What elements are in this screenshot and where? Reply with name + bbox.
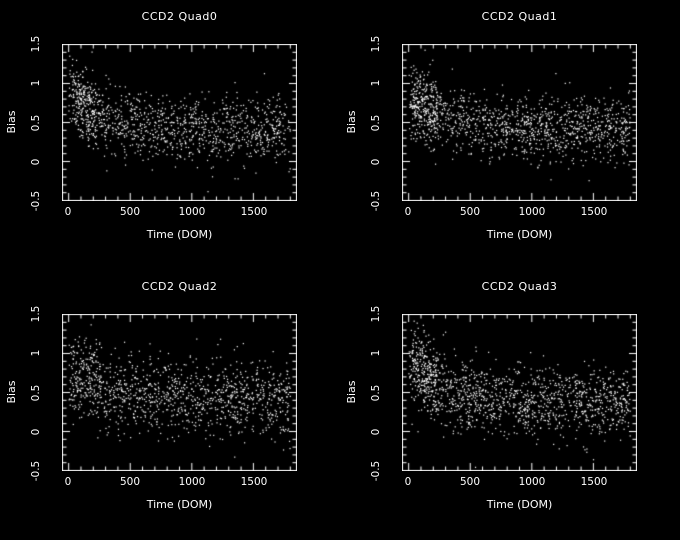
- y-tick-label: 1.5: [370, 305, 382, 323]
- plot-title: CCD2 Quad1: [481, 10, 558, 23]
- y-tick-label: 0.5: [30, 384, 42, 402]
- y-tick-label: -0.5: [30, 190, 42, 212]
- y-tick-label: 0.5: [30, 114, 42, 132]
- y-tick-label: 1: [30, 349, 42, 357]
- y-axis-label: Bias: [5, 110, 18, 134]
- panel-ccd2-quad2: CCD2 Quad2 Bias 1.5 1 0.5 0 -0.5 0 500 1…: [0, 270, 340, 540]
- y-axis-label: Bias: [345, 110, 358, 134]
- plot-title: CCD2 Quad0: [141, 10, 218, 23]
- panel-ccd2-quad3: CCD2 Quad3 Bias 1.5 1 0.5 0 -0.5 0 500 1…: [340, 270, 680, 540]
- y-tick-label: 1.5: [30, 35, 42, 53]
- y-tick-label: 1.5: [370, 35, 382, 53]
- x-tick-label: 500: [459, 476, 481, 488]
- y-tick-label: -0.5: [370, 190, 382, 212]
- plot-title: CCD2 Quad2: [141, 280, 218, 293]
- y-tick-label: 0.5: [370, 114, 382, 132]
- y-tick-label: 0: [30, 158, 42, 166]
- x-tick-label: 0: [404, 206, 412, 218]
- x-tick-label: 1000: [518, 476, 546, 488]
- scatter-plot-quad2: [62, 314, 297, 471]
- y-tick-label: 1.5: [30, 305, 42, 323]
- x-tick-label: 1500: [240, 476, 268, 488]
- x-tick-label: 0: [64, 476, 72, 488]
- x-tick-label: 0: [404, 476, 412, 488]
- plot-title: CCD2 Quad3: [481, 280, 558, 293]
- y-tick-label: 1: [30, 79, 42, 87]
- y-axis-label: Bias: [345, 380, 358, 404]
- x-tick-label: 1000: [178, 206, 206, 218]
- x-tick-label: 500: [459, 206, 481, 218]
- x-axis-label: Time (DOM): [146, 498, 213, 511]
- x-tick-label: 0: [64, 206, 72, 218]
- y-tick-label: 0.5: [370, 384, 382, 402]
- y-tick-label: -0.5: [370, 460, 382, 482]
- scatter-plot-quad0: [62, 44, 297, 201]
- x-axis-label: Time (DOM): [146, 228, 213, 241]
- x-tick-label: 500: [119, 476, 141, 488]
- x-tick-label: 1500: [240, 206, 268, 218]
- y-tick-label: 1: [370, 349, 382, 357]
- y-tick-label: 0: [370, 158, 382, 166]
- y-tick-label: 1: [370, 79, 382, 87]
- x-tick-label: 1000: [178, 476, 206, 488]
- y-tick-label: 0: [370, 428, 382, 436]
- x-tick-label: 500: [119, 206, 141, 218]
- panel-ccd2-quad1: CCD2 Quad1 Bias 1.5 1 0.5 0 -0.5 0 500 1…: [340, 0, 680, 270]
- x-tick-label: 1000: [518, 206, 546, 218]
- scatter-plot-quad1: [402, 44, 637, 201]
- y-tick-label: 0: [30, 428, 42, 436]
- x-axis-label: Time (DOM): [486, 228, 553, 241]
- x-tick-label: 1500: [580, 476, 608, 488]
- y-tick-label: -0.5: [30, 460, 42, 482]
- y-axis-label: Bias: [5, 380, 18, 404]
- panel-ccd2-quad0: CCD2 Quad0 Bias 1.5 1 0.5 0 -0.5 0 500 1…: [0, 0, 340, 270]
- x-tick-label: 1500: [580, 206, 608, 218]
- x-axis-label: Time (DOM): [486, 498, 553, 511]
- scatter-plot-quad3: [402, 314, 637, 471]
